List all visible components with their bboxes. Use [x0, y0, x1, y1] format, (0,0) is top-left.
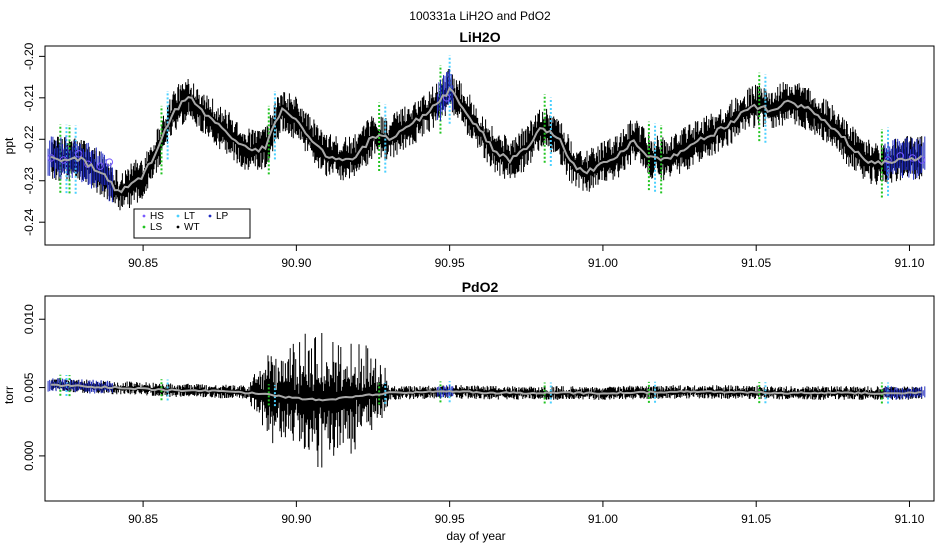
legend-label-hs: HS: [150, 211, 164, 222]
legend-dot-hs: [142, 214, 146, 218]
p1-marker-hs: [96, 162, 104, 170]
p1-marker-hs: [75, 150, 83, 158]
p1-x-tick-label: 90.95: [435, 256, 465, 270]
p1-smoothed-line: [50, 86, 923, 194]
p1-y-tick-label: -0.21: [22, 84, 36, 112]
p1-y-tick-label: -0.23: [22, 167, 36, 195]
p1-y-tick-label: -0.20: [22, 42, 36, 70]
p1-x-tick-label: 91.00: [588, 256, 618, 270]
p2-raw-trace: [50, 333, 923, 468]
panel-lih2o: 90.85 90.90 90.95 91.00 91.05 91.10 -0.24 -0.23…: [22, 42, 935, 270]
panel-2-ylabel: torr: [2, 386, 16, 404]
p1-x-tick-label: 91.10: [894, 256, 924, 270]
p2-x-tick-label: 91.05: [741, 512, 771, 526]
legend-label-lt: LT: [184, 211, 195, 222]
legend-dot-lp: [208, 214, 212, 218]
p1-x-tick-label: 90.90: [281, 256, 311, 270]
p1-y-tick-label: -0.24: [22, 208, 36, 236]
panel-2-xlabel: day of year: [446, 529, 505, 543]
legend-dot-ls: [142, 225, 146, 229]
p1-x-tick-label: 91.05: [741, 256, 771, 270]
p2-plot-frame: [44, 295, 935, 502]
legend-dot-lt: [176, 214, 180, 218]
p2-x-tick-label: 90.90: [281, 512, 311, 526]
p2-y-tick-label: 0.010: [22, 304, 36, 334]
p2-y-tick-label: 0.005: [22, 372, 36, 402]
legend-dot-wt: [176, 225, 180, 229]
p1-marker-hs: [105, 158, 114, 166]
p1-marker-hs: [908, 154, 917, 162]
legend-label-lp: LP: [216, 211, 229, 222]
panel-pdo2: 90.85 90.90 90.95 91.00 91.05 91.10 0.000 0.005…: [22, 295, 935, 526]
p2-x-tick-label: 91.00: [588, 512, 618, 526]
p2-x-tick-label: 90.85: [128, 512, 158, 526]
p2-x-tick-label: 90.95: [435, 512, 465, 526]
p2-smoothed-line: [51, 383, 922, 402]
panel-1-title: LiH2O: [459, 29, 500, 45]
legend-box: [133, 208, 251, 239]
legend-label-wt: WT: [184, 222, 200, 233]
p2-x-tick-label: 91.10: [894, 512, 924, 526]
p1-legend: HS LT LP LS WT: [133, 208, 251, 239]
legend-label-ls: LS: [150, 222, 163, 233]
p1-x-tick-label: 90.85: [128, 256, 158, 270]
panel-1-ylabel: ppt: [2, 137, 16, 154]
p1-y-tick-label: -0.22: [22, 125, 36, 153]
p2-y-tick-label: 0.000: [22, 441, 36, 471]
p1-plot-frame: [44, 45, 935, 246]
figure-title: 100331a LiH2O and PdO2: [409, 9, 551, 23]
panel-2-title: PdO2: [462, 279, 499, 295]
